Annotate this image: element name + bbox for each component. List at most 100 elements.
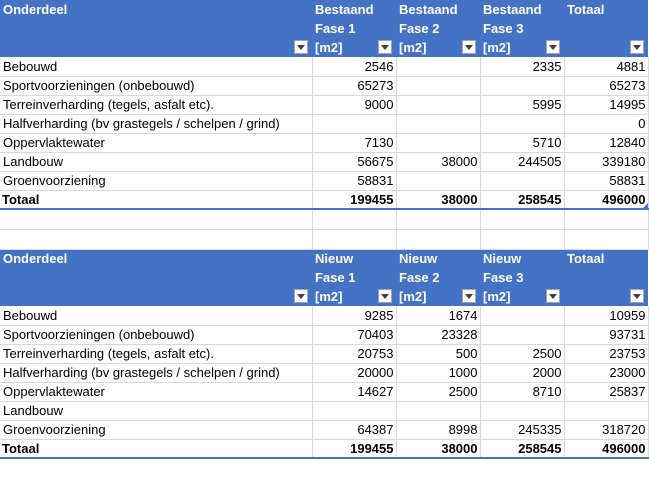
- cell-fase2[interactable]: [396, 133, 481, 153]
- cell-fase2[interactable]: [396, 114, 481, 134]
- header-filter-cell-totaal[interactable]: [564, 38, 648, 57]
- cell-total[interactable]: 58831: [564, 171, 649, 191]
- cell-fase1[interactable]: 70403: [312, 325, 397, 345]
- empty-cell[interactable]: [312, 209, 397, 230]
- total-label[interactable]: Totaal: [0, 189, 313, 210]
- header-col1-unit[interactable]: [m2]: [312, 38, 396, 57]
- header-filter-cell-totaal[interactable]: [564, 287, 648, 306]
- cell-label[interactable]: Sportvoorzieningen (onbebouwd): [0, 325, 313, 345]
- header-col3-title[interactable]: Nieuw: [480, 249, 564, 268]
- cell-fase1[interactable]: 14627: [312, 382, 397, 402]
- cell-fase3[interactable]: 5710: [480, 133, 565, 153]
- cell-fase3[interactable]: [480, 171, 565, 191]
- filter-dropdown-icon[interactable]: [378, 40, 392, 54]
- header-blank[interactable]: [564, 268, 648, 287]
- empty-cell[interactable]: [564, 229, 649, 250]
- cell-fase3[interactable]: [480, 325, 565, 345]
- cell-total[interactable]: 14995: [564, 95, 649, 115]
- header-col4-title[interactable]: Totaal: [564, 0, 648, 19]
- header-col1-phase[interactable]: Fase 1: [312, 19, 396, 38]
- cell-label[interactable]: Groenvoorziening: [0, 171, 313, 191]
- cell-fase1[interactable]: 7130: [312, 133, 397, 153]
- filter-dropdown-icon[interactable]: [294, 40, 308, 54]
- cell-fase1[interactable]: 2546: [312, 57, 397, 77]
- cell-fase2[interactable]: 38000: [396, 152, 481, 172]
- cell-fase3[interactable]: [480, 306, 565, 326]
- cell-label[interactable]: Bebouwd: [0, 57, 313, 77]
- cell-fase1[interactable]: 20000: [312, 363, 397, 383]
- cell-fase2[interactable]: 500: [396, 344, 481, 364]
- cell-fase3[interactable]: 8710: [480, 382, 565, 402]
- filter-dropdown-icon[interactable]: [462, 40, 476, 54]
- empty-cell[interactable]: [396, 229, 481, 250]
- cell-fase1[interactable]: 65273: [312, 76, 397, 96]
- total-sum[interactable]: 496000: [564, 189, 649, 210]
- cell-fase1[interactable]: [312, 114, 397, 134]
- header-filter-cell-onderdeel[interactable]: [0, 38, 312, 57]
- cell-fase2[interactable]: 23328: [396, 325, 481, 345]
- cell-fase2[interactable]: [396, 171, 481, 191]
- total-label[interactable]: Totaal: [0, 438, 313, 459]
- empty-cell[interactable]: [480, 229, 565, 250]
- cell-label[interactable]: Oppervlaktewater: [0, 382, 313, 402]
- header-blank[interactable]: [0, 268, 312, 287]
- cell-label[interactable]: Landbouw: [0, 401, 313, 421]
- cell-label[interactable]: Halfverharding (bv grastegels / schelpen…: [0, 363, 313, 383]
- cell-total[interactable]: 23753: [564, 344, 649, 364]
- cell-fase3[interactable]: 245335: [480, 420, 565, 440]
- header-col3-unit[interactable]: [m2]: [480, 287, 564, 306]
- filter-dropdown-icon[interactable]: [462, 289, 476, 303]
- cell-total[interactable]: 93731: [564, 325, 649, 345]
- total-fase2[interactable]: 38000: [396, 189, 481, 210]
- header-filter-cell-onderdeel[interactable]: [0, 287, 312, 306]
- cell-total[interactable]: 25837: [564, 382, 649, 402]
- empty-cell[interactable]: [564, 209, 649, 230]
- cell-total[interactable]: 318720: [564, 420, 649, 440]
- cell-fase2[interactable]: [396, 76, 481, 96]
- cell-fase2[interactable]: 1674: [396, 306, 481, 326]
- header-col1-phase[interactable]: Fase 1: [312, 268, 396, 287]
- cell-fase3[interactable]: [480, 401, 565, 421]
- cell-total[interactable]: 0: [564, 114, 649, 134]
- header-col1-unit[interactable]: [m2]: [312, 287, 396, 306]
- total-fase3[interactable]: 258545: [480, 189, 565, 210]
- empty-cell[interactable]: [0, 229, 313, 250]
- header-col2-title[interactable]: Bestaand: [396, 0, 480, 19]
- empty-cell[interactable]: [396, 209, 481, 230]
- filter-dropdown-icon[interactable]: [294, 289, 308, 303]
- header-col2-phase[interactable]: Fase 2: [396, 268, 480, 287]
- cell-label[interactable]: Terreinverharding (tegels, asfalt etc).: [0, 95, 313, 115]
- cell-total[interactable]: 12840: [564, 133, 649, 153]
- cell-fase3[interactable]: 2500: [480, 344, 565, 364]
- cell-fase3[interactable]: 2335: [480, 57, 565, 77]
- cell-label[interactable]: Terreinverharding (tegels, asfalt etc).: [0, 344, 313, 364]
- filter-dropdown-icon[interactable]: [630, 289, 644, 303]
- cell-fase3[interactable]: 2000: [480, 363, 565, 383]
- cell-fase2[interactable]: 2500: [396, 382, 481, 402]
- cell-label[interactable]: Halfverharding (bv grastegels / schelpen…: [0, 114, 313, 134]
- empty-cell[interactable]: [312, 229, 397, 250]
- total-fase1[interactable]: 199455: [312, 189, 397, 210]
- header-blank[interactable]: [564, 19, 648, 38]
- filter-dropdown-icon[interactable]: [378, 289, 392, 303]
- cell-label[interactable]: Bebouwd: [0, 306, 313, 326]
- cell-fase1[interactable]: 20753: [312, 344, 397, 364]
- filter-dropdown-icon[interactable]: [546, 289, 560, 303]
- total-sum[interactable]: 496000: [564, 438, 649, 459]
- cell-total[interactable]: 23000: [564, 363, 649, 383]
- cell-fase2[interactable]: [396, 57, 481, 77]
- header-col3-phase[interactable]: Fase 3: [480, 268, 564, 287]
- header-col2-unit[interactable]: [m2]: [396, 287, 480, 306]
- filter-dropdown-icon[interactable]: [546, 40, 560, 54]
- cell-fase3[interactable]: [480, 76, 565, 96]
- cell-fase1[interactable]: 9285: [312, 306, 397, 326]
- header-col2-title[interactable]: Nieuw: [396, 249, 480, 268]
- cell-fase1[interactable]: 58831: [312, 171, 397, 191]
- cell-fase2[interactable]: 1000: [396, 363, 481, 383]
- header-col3-phase[interactable]: Fase 3: [480, 19, 564, 38]
- filter-dropdown-icon[interactable]: [630, 40, 644, 54]
- cell-fase1[interactable]: 64387: [312, 420, 397, 440]
- header-col4-title[interactable]: Totaal: [564, 249, 648, 268]
- cell-fase3[interactable]: 5995: [480, 95, 565, 115]
- cell-fase2[interactable]: [396, 95, 481, 115]
